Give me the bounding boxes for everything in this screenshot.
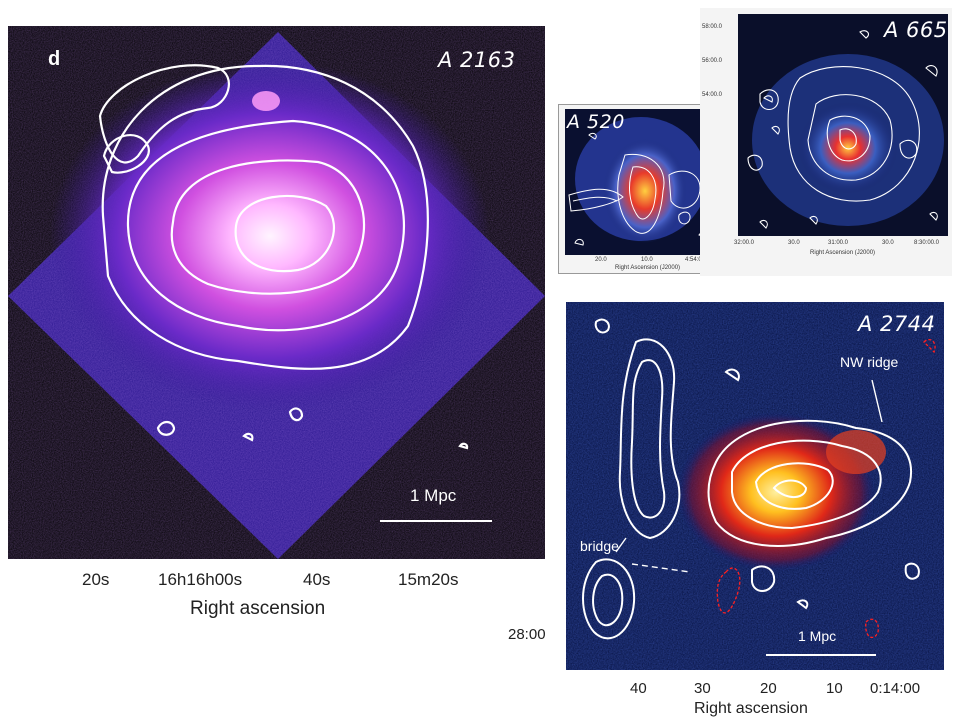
a2163-x-tick: 16h16h00s: [158, 570, 243, 589]
a2744-x-tick: 0:14:00: [870, 680, 921, 697]
a2744-nw-ridge-label: NW ridge: [840, 354, 899, 370]
a665-x-tick: 8:30:00.0: [914, 240, 940, 246]
a665-x-tick: 30.0: [788, 240, 800, 246]
a2744-contours: [582, 318, 920, 640]
a2163-x-title: Right ascension: [190, 598, 326, 619]
a2163-x-tick: 15m20s: [398, 570, 459, 589]
a2744-x-tick: 20: [760, 680, 777, 697]
a665-panel: A 665 58:00.0 56:00.0 54:00.0 32:00.0 30…: [700, 8, 952, 276]
a2163-scale-label: 1 Mpc: [410, 486, 457, 505]
a665-y-tick: 56:00.0: [702, 58, 723, 64]
a2744-x-title: Right ascension: [694, 700, 808, 717]
a2744-x-tick: 40: [630, 680, 647, 697]
a2163-name-label: A 2163: [438, 48, 516, 72]
a2744-name-label: A 2744: [858, 312, 936, 336]
a2163-image: [8, 32, 545, 559]
a2163-panel-letter: d: [48, 48, 61, 70]
a2744-bridge-label: bridge: [580, 538, 619, 554]
a2163-x-tick: 40s: [303, 570, 331, 589]
a2744-x-tick: 30: [694, 680, 711, 697]
a2163-x-tick: 20s: [82, 570, 110, 589]
a520-name-label: A 520: [567, 111, 625, 133]
a2163-scale-bar: [380, 520, 492, 522]
a520-panel: A 520 20.0 10.0 4:54:00.0 Right Ascensio…: [558, 104, 726, 274]
a665-x-title: Right Ascension (J2000): [810, 250, 876, 256]
a665-x-tick: 32:00.0: [734, 240, 755, 246]
a2744-y-tick: 28:00: [508, 626, 546, 643]
a2163-panel: d A 2163 1 Mpc: [8, 26, 545, 559]
a2163-contours: [98, 64, 469, 450]
a2744-negative-contours: [716, 338, 936, 639]
a665-image: [738, 14, 948, 236]
a665-y-tick: 58:00.0: [702, 24, 723, 30]
a665-x-tick: 30.0: [882, 240, 894, 246]
a665-name-label: A 665: [884, 18, 948, 42]
a520-x-tick: 10.0: [641, 257, 653, 263]
a520-image: [565, 109, 721, 255]
a2744-scale-label: 1 Mpc: [798, 628, 837, 644]
a2744-image: [566, 302, 944, 670]
a665-y-tick: 54:00.0: [702, 92, 723, 98]
a665-x-tick: 31:00.0: [828, 240, 849, 246]
a520-x-tick: 4:54:00.0: [685, 257, 711, 263]
a520-x-title: Right Ascension (J2000): [615, 265, 681, 271]
a665-contours: [747, 30, 938, 229]
a2744-scale-bar: [766, 654, 876, 656]
a2744-annotation-lines: [615, 379, 883, 573]
a2744-x-tick: 10: [826, 680, 843, 697]
a520-x-tick: 20.0: [595, 257, 607, 263]
a2744-panel: A 2744 NW ridge bridge 1 Mpc: [566, 302, 944, 670]
